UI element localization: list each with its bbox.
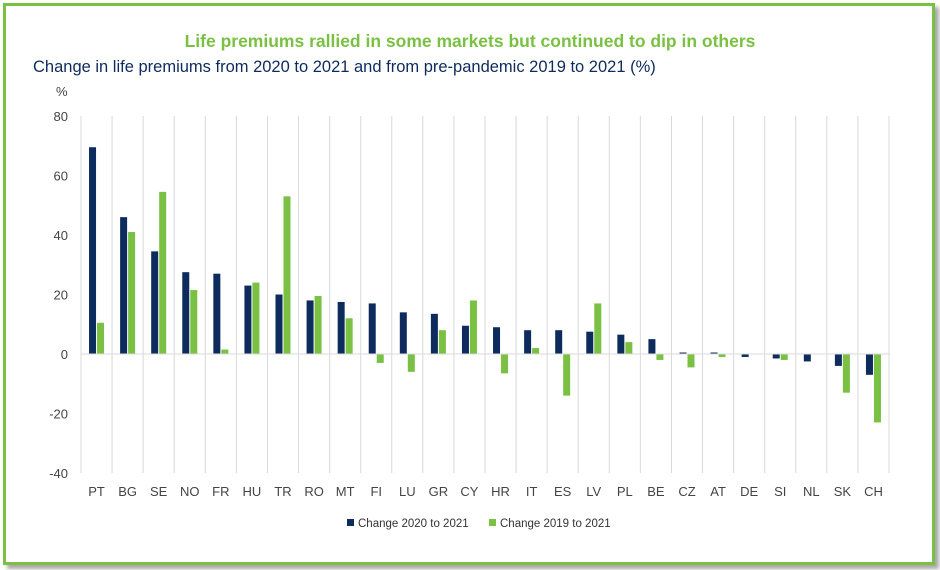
bar-ES-change-2019-2021	[563, 354, 571, 396]
bar-IT-change-2019-2021	[532, 348, 540, 354]
x-tick-label: CY	[460, 484, 478, 499]
y-axis-ticks: -40 -20 0 20 40 60 80	[49, 109, 68, 481]
y-tick-label: -20	[49, 407, 68, 422]
x-tick-label: FR	[212, 484, 229, 499]
x-tick-label: SE	[150, 484, 168, 499]
bar-FI-change-2019-2021	[376, 354, 384, 363]
x-tick-label: HR	[491, 484, 510, 499]
bar-BE-change-2020-2021	[648, 339, 656, 354]
bar-PT-change-2019-2021	[97, 322, 105, 354]
x-tick-label: FI	[370, 484, 382, 499]
x-tick-label: PT	[88, 484, 105, 499]
bar-SI-change-2019-2021	[780, 354, 788, 360]
y-axis-label: %	[56, 84, 68, 99]
x-tick-label: NL	[803, 484, 820, 499]
bar-ES-change-2020-2021	[555, 330, 563, 354]
x-tick-label: TR	[274, 484, 291, 499]
x-tick-label: HU	[243, 484, 262, 499]
bar-CZ-change-2019-2021	[687, 354, 695, 368]
bar-HR-change-2019-2021	[501, 354, 509, 374]
bar-CH-change-2019-2021	[873, 354, 881, 423]
x-tick-label: NO	[180, 484, 200, 499]
bar-IT-change-2020-2021	[524, 330, 532, 354]
x-tick-label: IT	[526, 484, 538, 499]
y-tick-label: 20	[54, 288, 68, 303]
chart-subtitle: Change in life premiums from 2020 to 202…	[33, 58, 656, 76]
bar-NO-change-2020-2021	[182, 272, 190, 354]
bar-SK-change-2020-2021	[834, 354, 842, 366]
bar-HU-change-2020-2021	[244, 285, 252, 354]
y-tick-label: -40	[49, 466, 68, 481]
x-tick-label: DE	[740, 484, 758, 499]
legend-label: Change 2020 to 2021	[358, 518, 469, 530]
bar-HU-change-2019-2021	[252, 282, 260, 354]
y-tick-label: 80	[54, 109, 68, 124]
bar-LU-change-2019-2021	[407, 354, 415, 372]
legend-swatch	[489, 519, 496, 526]
x-tick-label: AT	[710, 484, 726, 499]
x-tick-label: SK	[834, 484, 852, 499]
bar-PL-change-2020-2021	[617, 334, 625, 354]
bar-GR-change-2019-2021	[438, 330, 446, 354]
bar-FR-change-2020-2021	[213, 273, 221, 354]
legend-swatch	[347, 519, 354, 526]
y-tick-label: 60	[54, 169, 68, 184]
bar-CY-change-2019-2021	[469, 300, 477, 354]
bar-BG-change-2020-2021	[120, 217, 128, 354]
bar-SK-change-2019-2021	[842, 354, 850, 393]
x-tick-label: PL	[617, 484, 633, 499]
bar-MT-change-2019-2021	[345, 318, 353, 354]
legend-label: Change 2019 to 2021	[500, 518, 611, 530]
bar-SE-change-2019-2021	[159, 191, 167, 354]
bar-NO-change-2019-2021	[190, 290, 198, 354]
bar-BE-change-2019-2021	[656, 354, 664, 360]
x-tick-label: GR	[429, 484, 449, 499]
bar-MT-change-2020-2021	[337, 301, 345, 354]
bar-PL-change-2019-2021	[625, 342, 633, 354]
x-axis-ticks: PT BG SE NO FR HU TR RO MT FI LU GR CY HR IT ES LV PL BE CZ…	[88, 484, 883, 499]
x-tick-label: CZ	[678, 484, 695, 499]
bar-SE-change-2020-2021	[151, 251, 159, 354]
bar-SI-change-2020-2021	[772, 354, 780, 359]
x-tick-label: SI	[774, 484, 786, 499]
bar-CZ-change-2020-2021	[679, 352, 687, 354]
x-tick-label: RO	[304, 484, 324, 499]
x-tick-label: ES	[554, 484, 572, 499]
bar-FR-change-2019-2021	[221, 349, 229, 354]
chart-title: Life premiums rallied in some markets bu…	[184, 31, 756, 51]
bar-CH-change-2020-2021	[865, 354, 873, 375]
bar-CY-change-2020-2021	[461, 325, 469, 354]
x-tick-label: BG	[118, 484, 137, 499]
legend: Change 2020 to 2021 Change 2019 to 2021	[347, 518, 611, 530]
x-tick-label: LV	[586, 484, 601, 499]
y-tick-label: 0	[61, 347, 68, 362]
bar-BG-change-2019-2021	[128, 232, 136, 354]
x-tick-label: MT	[336, 484, 355, 499]
x-tick-label: LU	[399, 484, 416, 499]
bar-LU-change-2020-2021	[399, 312, 407, 354]
bar-TR-change-2019-2021	[283, 196, 291, 354]
bar-AT-change-2020-2021	[710, 352, 718, 354]
bar-LV-change-2020-2021	[586, 331, 594, 354]
bar-NL-change-2020-2021	[803, 354, 811, 362]
y-tick-label: 40	[54, 228, 68, 243]
bar-DE-change-2020-2021	[741, 354, 749, 357]
bar-AT-change-2019-2021	[718, 354, 726, 357]
x-tick-label: BE	[647, 484, 665, 499]
bar-LV-change-2019-2021	[594, 303, 602, 354]
bars	[89, 147, 881, 423]
bar-FI-change-2020-2021	[368, 303, 376, 354]
bar-RO-change-2020-2021	[306, 300, 314, 354]
bar-HR-change-2020-2021	[493, 327, 501, 354]
bar-GR-change-2020-2021	[430, 313, 438, 354]
chart-frame	[3, 3, 935, 565]
gridlines	[80, 116, 890, 473]
x-tick-label: CH	[864, 484, 883, 499]
bar-RO-change-2019-2021	[314, 295, 322, 354]
bar-PT-change-2020-2021	[89, 147, 97, 354]
bar-TR-change-2020-2021	[275, 294, 283, 354]
